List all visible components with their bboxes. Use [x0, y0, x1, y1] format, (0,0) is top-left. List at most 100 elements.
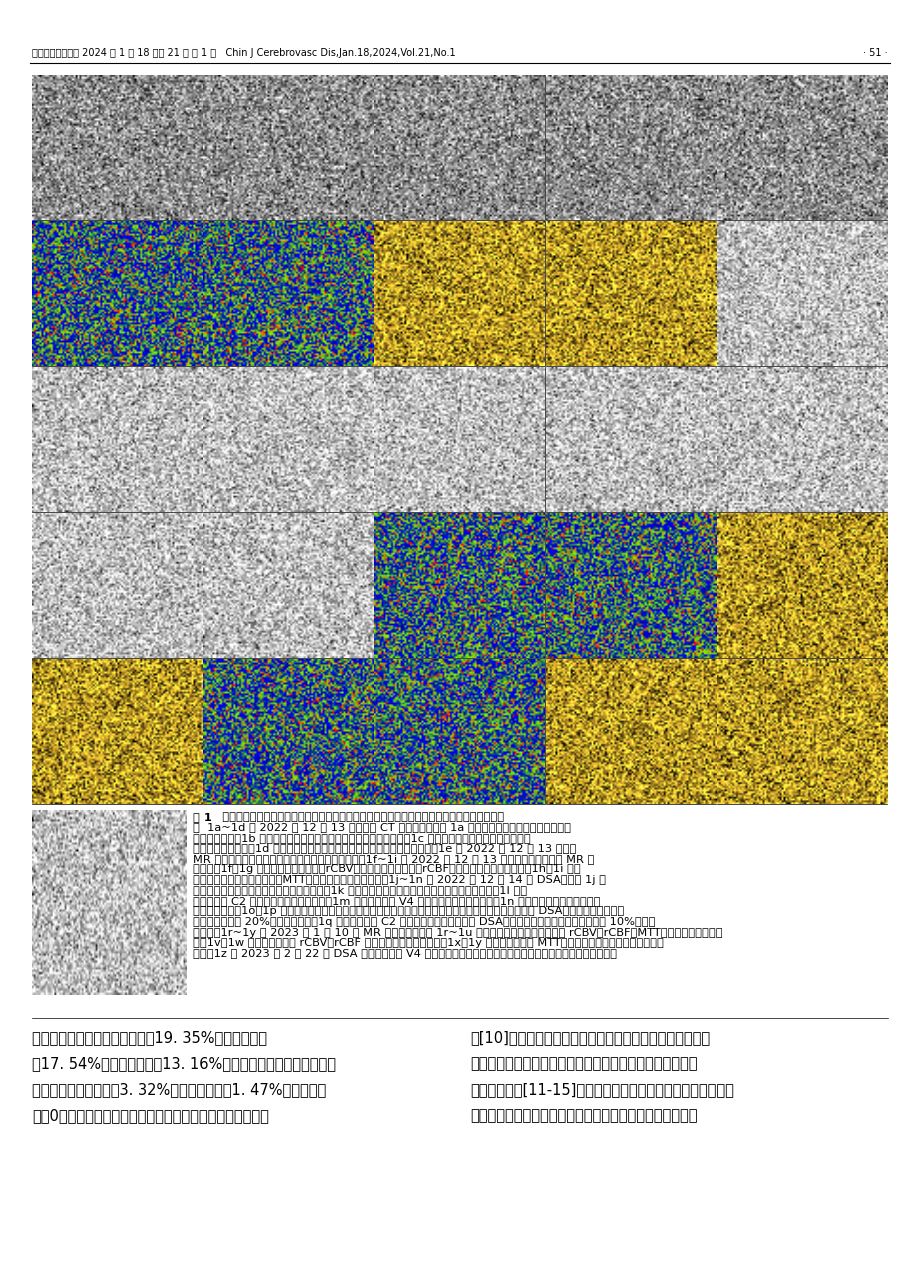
Ellipse shape	[175, 787, 197, 797]
Text: 所示）；1r~1y 为 2023 年 1 月 10 日 MR 灌注成像，其中 1r~1u 分别示双侧大脑中动脉供血区 rCBV，rCBF，MTT，达峰时间无明显: 所示）；1r~1y 为 2023 年 1 月 10 日 MR 灌注成像，其中 1…	[193, 928, 721, 937]
Text: ①l: ①l	[353, 497, 361, 503]
Ellipse shape	[175, 203, 197, 213]
Bar	[32, 367, 202, 512]
Bar	[374, 74, 544, 219]
Ellipse shape	[859, 348, 881, 359]
Ellipse shape	[859, 641, 881, 652]
Text: 图 1: 图 1	[193, 812, 211, 822]
Ellipse shape	[346, 348, 368, 359]
Text: ①c: ①c	[523, 206, 533, 211]
Bar	[32, 221, 202, 366]
Ellipse shape	[688, 203, 710, 213]
Bar	[716, 513, 886, 658]
Ellipse shape	[859, 203, 881, 213]
Bar	[374, 660, 544, 805]
Text: 至低依次为颈总动脉（3. 32%）、颈内动脉（1. 47%）、颈外动: 至低依次为颈总动脉（3. 32%）、颈内动脉（1. 47%）、颈外动	[32, 1082, 326, 1097]
Bar	[203, 660, 373, 805]
Text: 注成像，1f，1g 分别为局部脑血容量（rCBV）、局部脑血流流量（rCBF），双侧对比无明显差异，1h，1i 分别: 注成像，1f，1g 分别为局部脑血容量（rCBV）、局部脑血流流量（rCBF），…	[193, 865, 580, 874]
Text: ①f: ①f	[182, 351, 190, 357]
Ellipse shape	[688, 494, 710, 506]
Bar	[203, 74, 373, 219]
Bar	[716, 660, 886, 805]
Ellipse shape	[161, 979, 181, 989]
Ellipse shape	[346, 494, 368, 506]
Ellipse shape	[517, 787, 539, 797]
Text: ①j: ①j	[866, 351, 874, 357]
Ellipse shape	[517, 641, 539, 652]
Text: ①h: ①h	[523, 351, 533, 357]
Text: ①t: ①t	[866, 643, 874, 649]
Text: ①g: ①g	[352, 351, 362, 357]
Text: ①m: ①m	[522, 497, 534, 503]
Bar	[32, 74, 202, 219]
Text: 鼻咽癌放射治疗后多发颈部动脉狭窄合并脑梗死患者行多次颈动脉支架置入治疗前后影像学资: 鼻咽癌放射治疗后多发颈部动脉狭窄合并脑梗死患者行多次颈动脉支架置入治疗前后影像学…	[215, 812, 504, 822]
Text: 素[10]。血管内皮细胞对放射线高度敏感，放射治疗可引起: 素[10]。血管内皮细胞对放射线高度敏感，放射治疗可引起	[470, 1030, 709, 1045]
Text: 异，1v，1w 分别示左侧枕叶 rCBV，rCBF 较右侧偏低（箭头所示），1x，1y 分别示左侧枕叶 MTT，达峰时间较右侧稍延长（箭头所: 异，1v，1w 分别示左侧枕叶 rCBV，rCBF 较右侧偏低（箭头所示），1x…	[193, 938, 664, 948]
Bar	[374, 221, 544, 366]
Ellipse shape	[688, 787, 710, 797]
Text: 料  1a~1d 为 2022 年 12 月 13 日头颈部 CT 血管成像，其中 1a 示左侧颈总动脉分叉处中重度狭窄: 料 1a~1d 为 2022 年 12 月 13 日头颈部 CT 血管成像，其中…	[193, 822, 571, 832]
Text: ①q: ①q	[352, 643, 362, 649]
Ellipse shape	[517, 348, 539, 359]
Bar	[374, 513, 544, 658]
Ellipse shape	[688, 348, 710, 359]
Bar	[545, 660, 715, 805]
Text: ①s: ①s	[694, 643, 704, 649]
Ellipse shape	[175, 494, 197, 506]
Text: MR 扩散加权成像，示左侧颞叶高信号（箭头所示）；1f~1i 为 2022 年 12 月 13 日大脑中动脉供血区 MR 灌: MR 扩散加权成像，示左侧颞叶高信号（箭头所示）；1f~1i 为 2022 年 …	[193, 854, 594, 864]
Text: ①a: ①a	[181, 206, 191, 211]
Text: ①x: ①x	[694, 789, 704, 794]
Ellipse shape	[517, 494, 539, 506]
Bar	[716, 74, 886, 219]
Bar	[545, 367, 715, 512]
Bar	[545, 74, 715, 219]
Text: ①p: ①p	[181, 643, 191, 649]
Text: ①u: ①u	[181, 789, 191, 794]
Text: 狭窄（箭头所示），1d 示右侧椎动脉起始段局部管腔重度狭窄（箭头所示）；1e 为 2022 年 12 月 13 日头部: 狭窄（箭头所示），1d 示右侧椎动脉起始段局部管腔重度狭窄（箭头所示）；1e 为…	[193, 844, 575, 854]
Text: 内皮细胞损伤，引起受累动脉持续发生炎性反应，从而加速: 内皮细胞损伤，引起受累动脉持续发生炎性反应，从而加速	[470, 1055, 697, 1071]
Text: ①e: ①e	[865, 206, 875, 211]
Bar	[374, 367, 544, 512]
Bar	[716, 367, 886, 512]
Text: 动脉粥样硬化[11-15]。与非放射性动脉粥样硬化斑块比较，放: 动脉粥样硬化[11-15]。与非放射性动脉粥样硬化斑块比较，放	[470, 1082, 733, 1097]
Text: ①b: ①b	[352, 206, 362, 211]
Ellipse shape	[175, 641, 197, 652]
Text: 脉（0）。有研究表明，放射治疗是颈动脉狭窄的独立危险因: 脉（0）。有研究表明，放射治疗是颈动脉狭窄的独立危险因	[32, 1108, 268, 1124]
Text: （箭头所示），1b 示右侧颈内动脉远段管腔重度狭窄（箭头所示），1c 示左侧椎动脉颅内段管腔不同程度: （箭头所示），1b 示右侧颈内动脉远段管腔重度狭窄（箭头所示），1c 示左侧椎动…	[193, 834, 530, 844]
Ellipse shape	[517, 203, 539, 213]
Bar	[545, 513, 715, 658]
Text: 生率由高至低依次为颈内动脉（19. 35%）、颈总动脉: 生率由高至低依次为颈内动脉（19. 35%）、颈总动脉	[32, 1030, 267, 1045]
Ellipse shape	[346, 787, 368, 797]
Text: 左侧颈内动脉起始段重度狭窄（箭头所示），1k 示左侧颈内动脉床突上段重度狭窄（箭头所示），1l 示右: 左侧颈内动脉起始段重度狭窄（箭头所示），1k 示左侧颈内动脉床突上段重度狭窄（箭…	[193, 885, 527, 895]
Bar	[32, 513, 202, 658]
Bar	[203, 367, 373, 512]
Text: 中国脑血管病杂志 2024 年 1 月 18 日第 21 卷 第 1 期   Chin J Cerebrovasc Dis,Jan.18,2024,Vol.21: 中国脑血管病杂志 2024 年 1 月 18 日第 21 卷 第 1 期 Chi…	[32, 48, 455, 58]
Bar	[203, 513, 373, 658]
Text: （17. 54%）、颈外动脉（13. 16%），而对照组狭窄发生率由高: （17. 54%）、颈外动脉（13. 16%），而对照组狭窄发生率由高	[32, 1055, 335, 1071]
Text: ①v: ①v	[352, 789, 362, 794]
Text: 侧颈内动脉 C2 段重度狭窄（箭头所示），1m 示左侧椎动脉 V4 段重度狭窄（箭头所示），1n 示右椎动脉起始段重度狭窄: 侧颈内动脉 C2 段重度狭窄（箭头所示），1m 示左侧椎动脉 V4 段重度狭窄（…	[193, 897, 600, 905]
Bar	[203, 221, 373, 366]
Text: ①n: ①n	[694, 497, 704, 503]
Ellipse shape	[859, 787, 881, 797]
Bar	[32, 660, 202, 805]
Text: ①z: ①z	[166, 981, 176, 986]
Text: ①y: ①y	[865, 788, 875, 796]
Text: · 51 ·: · 51 ·	[862, 48, 887, 58]
Ellipse shape	[175, 348, 197, 359]
Ellipse shape	[859, 494, 881, 506]
Ellipse shape	[688, 641, 710, 652]
Text: ①k: ①k	[181, 497, 191, 503]
Text: 残余狭窄率均为 20%（箭头所示）；1q 为右颈内动脉 C2 段重度狭窄支架置入术后 DSA，显示支架贴壁良好，残余狭窄率 10%（箭头: 残余狭窄率均为 20%（箭头所示）；1q 为右颈内动脉 C2 段重度狭窄支架置入…	[193, 917, 655, 927]
Text: ①o: ①o	[865, 497, 875, 503]
Text: ①d: ①d	[694, 206, 704, 211]
Ellipse shape	[346, 641, 368, 652]
Bar	[716, 221, 886, 366]
Bar	[545, 221, 715, 366]
Text: 射治疗损伤形成的斑块多局限于照射区域范围内，病灶位置: 射治疗损伤形成的斑块多局限于照射区域范围内，病灶位置	[470, 1108, 697, 1124]
Text: （箭头所示）；1o，1p 分别为左侧颈内动脉起始段重度狭窄、左侧颈内动脉床突上段重度狭窄支架置入术后 DSA，支架均贴壁良好，: （箭头所示）；1o，1p 分别为左侧颈内动脉起始段重度狭窄、左侧颈内动脉床突上段…	[193, 907, 624, 917]
Text: ①w: ①w	[522, 789, 534, 794]
Text: ①r: ①r	[524, 643, 532, 649]
Text: 示）；1z 为 2023 年 2 月 22 日 DSA 示左侧椎动脉 V4 段中度狭窄，左侧小脑后下动脉起始段中重度狭窄（箭头所示）: 示）；1z 为 2023 年 2 月 22 日 DSA 示左侧椎动脉 V4 段中…	[193, 948, 617, 958]
Ellipse shape	[346, 203, 368, 213]
